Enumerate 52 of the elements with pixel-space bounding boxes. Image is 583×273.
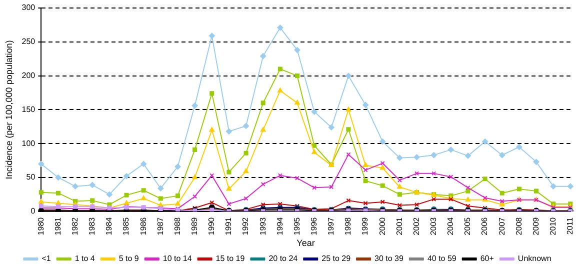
x-tick-label: 1991 bbox=[224, 216, 234, 236]
legend-label: 20 to 24 bbox=[268, 254, 298, 264]
x-tick-label: 2010 bbox=[548, 216, 558, 236]
x-tick-label: 1997 bbox=[326, 216, 336, 236]
x-tick-label: 2004 bbox=[446, 216, 456, 236]
legend-label: 5 to 9 bbox=[118, 254, 140, 264]
x-tick-label: 2001 bbox=[394, 216, 404, 236]
x-tick-label: 2003 bbox=[429, 216, 438, 236]
legend-label: <1 bbox=[42, 254, 52, 264]
x-tick-label: 1989 bbox=[190, 216, 200, 236]
x-tick-label: 2005 bbox=[463, 216, 472, 236]
x-tick-label: 2007 bbox=[497, 216, 506, 236]
x-tick-label: 2006 bbox=[480, 216, 490, 236]
y-tick-label: 50 bbox=[26, 172, 36, 182]
legend-label: 30 to 39 bbox=[374, 254, 404, 264]
x-tick-label: 1990 bbox=[207, 216, 216, 236]
y-tick-label: 250 bbox=[22, 37, 36, 46]
legend-label: 1 to 4 bbox=[74, 254, 96, 264]
y-tick-label: 100 bbox=[22, 138, 36, 148]
x-tick-label: 1995 bbox=[292, 216, 302, 236]
y-tick-label: 0 bbox=[30, 206, 36, 216]
x-tick-label: 1983 bbox=[88, 216, 97, 236]
y-tick-label: 200 bbox=[22, 71, 36, 80]
x-tick-label: 2000 bbox=[378, 216, 387, 236]
legend-label: Unknown bbox=[518, 254, 552, 264]
x-tick-label: 1998 bbox=[344, 216, 353, 236]
x-tick-label: 1996 bbox=[310, 216, 319, 236]
x-tick-label: 1985 bbox=[122, 216, 131, 236]
x-tick-label: 1993 bbox=[258, 216, 268, 236]
x-tick-label: 1981 bbox=[53, 216, 62, 236]
x-tick-label: 2002 bbox=[412, 216, 421, 236]
x-tick-label: 1994 bbox=[275, 216, 284, 236]
x-tick-label: 1982 bbox=[70, 216, 80, 236]
x-tick-label: 2008 bbox=[514, 216, 524, 236]
x-tick-label: 2009 bbox=[531, 216, 540, 236]
x-tick-label: 1980 bbox=[36, 216, 46, 236]
legend-label: 60+ bbox=[480, 254, 494, 264]
x-tick-label: 2011 bbox=[566, 216, 575, 235]
x-tick-label: 1986 bbox=[138, 216, 148, 236]
legend-label: 40 to 59 bbox=[427, 254, 457, 264]
x-tick-label: 1988 bbox=[172, 216, 182, 236]
y-axis-title: Incidence (per 100,000 population) bbox=[4, 40, 14, 180]
y-tick-label: 150 bbox=[22, 104, 36, 114]
legend-label: 10 to 14 bbox=[162, 254, 192, 264]
x-tick-label: 1992 bbox=[241, 216, 250, 236]
y-tick-label: 300 bbox=[22, 3, 36, 12]
legend-label: 25 to 29 bbox=[322, 254, 352, 264]
x-tick-label: 1999 bbox=[360, 216, 370, 236]
x-axis-title: Year bbox=[296, 238, 315, 248]
legend-label: 15 to 19 bbox=[216, 254, 246, 264]
x-tick-label: 1987 bbox=[156, 216, 165, 236]
x-tick-label: 1984 bbox=[104, 216, 114, 236]
